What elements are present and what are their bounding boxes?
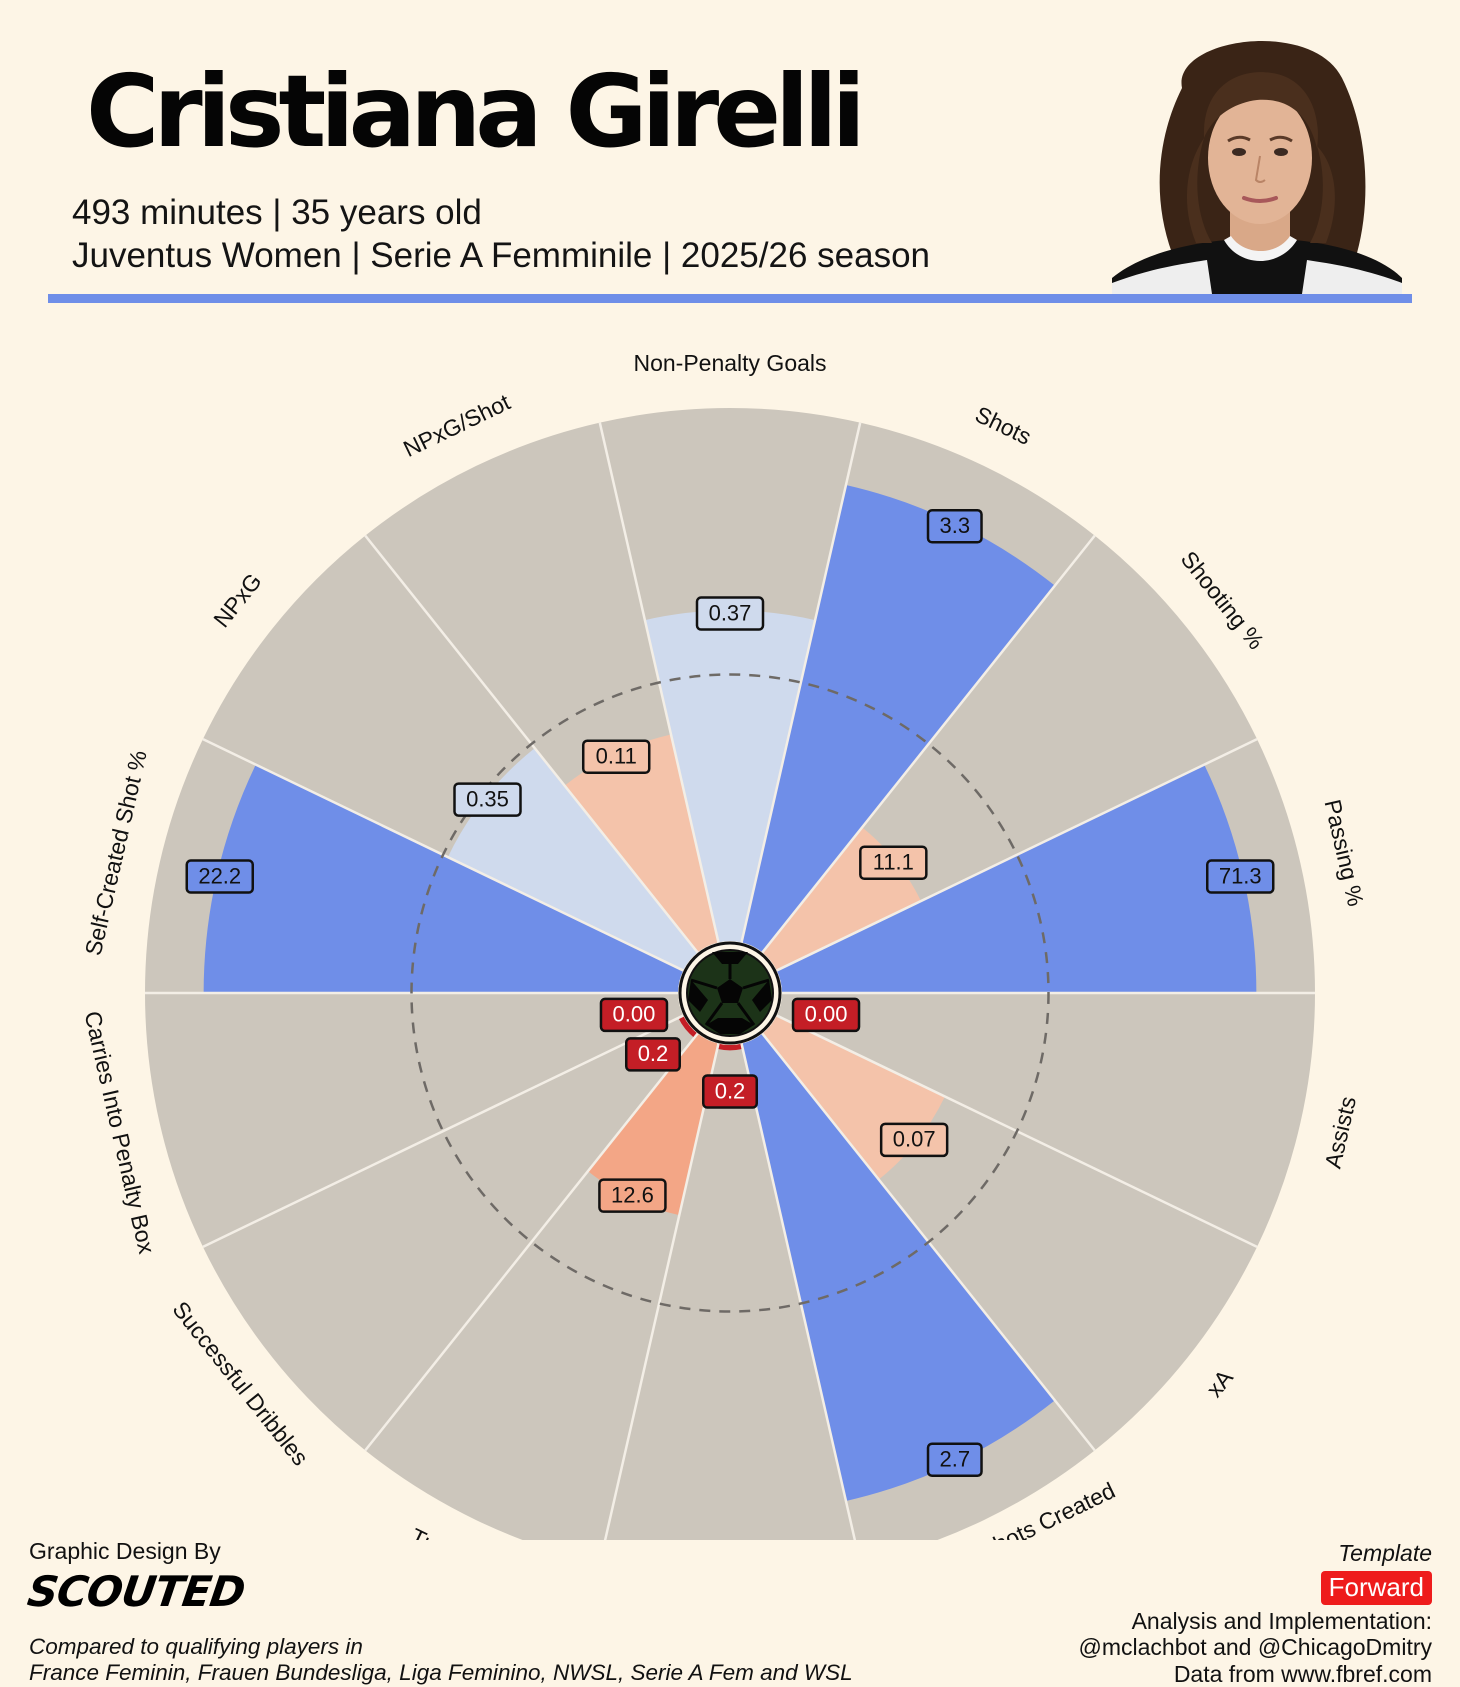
bar-3 (776, 764, 1257, 993)
bar-11 (203, 764, 684, 993)
value-badge-box (581, 739, 651, 775)
value-label: 12.6 (611, 1182, 654, 1207)
value-label: 0.11 (596, 744, 637, 769)
template-badge: Forward (1320, 1571, 1432, 1605)
player-name: Cristiana Girelli (86, 53, 866, 170)
value-badge-box (598, 1178, 667, 1213)
value-label: 0.37 (709, 600, 752, 625)
slice-background (776, 993, 1315, 1247)
metric-label: xA (1201, 1364, 1238, 1402)
slice-background (145, 993, 684, 1247)
value-badge-box (702, 1074, 758, 1109)
value-badge-box (599, 997, 669, 1033)
metric-label: NPxG/Shot (399, 389, 514, 463)
scouted-logo: SCOUTED (24, 1567, 248, 1616)
value-label: 22.2 (198, 863, 241, 888)
slice-background (202, 1015, 698, 1451)
comparison-note: Compared to qualifying players in France… (29, 1634, 929, 1686)
value-label: 71.3 (1219, 863, 1262, 888)
value-label: 0.00 (613, 1002, 656, 1027)
template-label: Template (1338, 1540, 1432, 1566)
analysis-line-2: @mclachbot and @ChicagoDmitry (1078, 1634, 1433, 1661)
reference-ring (410, 673, 1050, 1313)
value-label: 0.2 (638, 1041, 669, 1066)
slice-separator (364, 1032, 699, 1452)
analysis-line-1: Analysis and Implementation: (1131, 1608, 1432, 1634)
value-badge-box (185, 859, 255, 894)
bar-0 (644, 610, 816, 943)
value-label: 2.7 (939, 1447, 970, 1472)
center-ball-icon (678, 941, 782, 1045)
player-portrait-image (1112, 40, 1402, 294)
metric-label: Passing % (1319, 797, 1369, 909)
bar-13 (564, 734, 719, 953)
bar-8 (587, 1033, 719, 1216)
metric-label: Assists (1320, 1094, 1362, 1171)
value-label: 0.07 (893, 1127, 936, 1152)
value-label: 0.00 (805, 1002, 848, 1027)
slice-separator (776, 738, 1258, 972)
value-badge-box (695, 596, 765, 631)
slice-separator (202, 1014, 684, 1248)
value-badge-box (453, 782, 522, 817)
metric-label: Non-Penalty Goals (633, 350, 826, 376)
metric-label: Shots (971, 401, 1035, 450)
value-badges: 0.37 3.3 11.1 71.3 0.00 0.07 2.7 0.2 12.6 0.2 0.00… (185, 509, 1275, 1477)
bar-7 (717, 1043, 743, 1051)
value-badge-box (926, 509, 983, 544)
value-badge-box (859, 845, 928, 881)
metric-label: Self-Created Shot % (80, 748, 152, 958)
value-badge-box (926, 1442, 983, 1477)
slice-separator (603, 1043, 720, 1540)
comparison-line-2: France Feminin, Frauen Bundesliga, Liga … (29, 1659, 853, 1685)
value-badge-box (1205, 859, 1275, 894)
header-divider (48, 294, 1412, 303)
bar-9 (678, 1015, 698, 1038)
player-photo (1112, 28, 1402, 294)
design-credit-label: Graphic Design By (29, 1538, 221, 1564)
value-badge-box (791, 997, 861, 1033)
median-ring (410, 673, 1050, 1313)
analysis-credit: Analysis and Implementation: @mclachbot … (932, 1608, 1433, 1687)
data-source: Data from www.fbref.com (1173, 1660, 1432, 1687)
value-label: 0.35 (466, 786, 509, 811)
comparison-line-1: Compared to qualifying players in (29, 1634, 363, 1659)
slice-background (605, 1043, 855, 1540)
slice-separator (761, 534, 1096, 954)
value-label: 3.3 (939, 513, 970, 538)
player-minutes-age: 493 minutes | 35 years old (72, 193, 482, 232)
value-badge-box (624, 1037, 681, 1072)
value-label: 0.2 (715, 1078, 746, 1103)
value-badge-box (879, 1122, 949, 1158)
metric-label: NPxG (208, 568, 267, 632)
value-label: 11.1 (873, 850, 914, 875)
slice-separator (740, 422, 862, 943)
percentile-bars (203, 485, 1257, 1501)
player-team-season: Juventus Women | Serie A Femminile | 202… (72, 236, 930, 275)
